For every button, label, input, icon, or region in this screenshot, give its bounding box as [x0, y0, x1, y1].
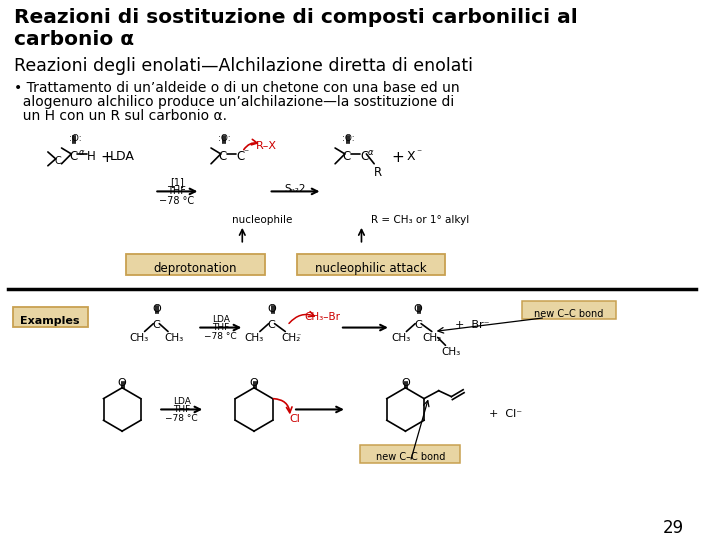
- Text: new C–C bond: new C–C bond: [534, 309, 603, 319]
- FancyBboxPatch shape: [126, 254, 265, 275]
- Text: ⁻: ⁻: [417, 148, 422, 158]
- Text: un H con un R sul carbonio α.: un H con un R sul carbonio α.: [14, 109, 227, 123]
- Text: Reazioni di sostituzione di composti carbonilici al: Reazioni di sostituzione di composti car…: [14, 8, 577, 27]
- Text: −78 °C: −78 °C: [159, 197, 194, 206]
- Text: CH₃: CH₃: [391, 334, 410, 343]
- Text: α: α: [78, 148, 84, 157]
- Text: C: C: [153, 320, 160, 329]
- Text: CH₃: CH₃: [244, 334, 264, 343]
- Text: • Trattamento di un’aldeide o di un chetone con una base ed un: • Trattamento di un’aldeide o di un chet…: [14, 81, 459, 95]
- Text: Sₙ₂2: Sₙ₂2: [284, 184, 306, 193]
- Text: THF: THF: [212, 322, 230, 332]
- Text: 29: 29: [662, 519, 684, 537]
- Text: deprotonation: deprotonation: [153, 262, 237, 275]
- Text: C: C: [360, 150, 369, 163]
- Text: nucleophile: nucleophile: [232, 215, 292, 225]
- Text: +  Cl⁻: + Cl⁻: [488, 409, 522, 420]
- Text: C: C: [54, 156, 61, 166]
- Text: +: +: [100, 150, 113, 165]
- Text: Reazioni degli enolati—Alchilazione diretta di enolati: Reazioni degli enolati—Alchilazione dire…: [14, 57, 472, 75]
- Text: R–X: R–X: [256, 141, 277, 151]
- Text: ⁻: ⁻: [297, 332, 301, 341]
- Text: carbonio α: carbonio α: [14, 30, 134, 49]
- Text: C: C: [268, 320, 276, 329]
- FancyBboxPatch shape: [361, 445, 460, 463]
- FancyBboxPatch shape: [13, 307, 88, 327]
- Text: LDA: LDA: [173, 396, 191, 406]
- Text: H: H: [86, 150, 95, 163]
- Text: −78 °C: −78 °C: [204, 333, 237, 341]
- Text: ⁻: ⁻: [243, 148, 248, 158]
- Text: new C–C bond: new C–C bond: [376, 452, 445, 462]
- Text: THF: THF: [173, 404, 190, 414]
- Text: O: O: [267, 304, 276, 314]
- Text: C: C: [69, 150, 77, 163]
- Text: LDA: LDA: [212, 315, 230, 324]
- Text: C: C: [236, 150, 245, 163]
- Text: O: O: [118, 378, 127, 388]
- Text: CH₃–Br: CH₃–Br: [305, 312, 341, 322]
- Text: R: R: [374, 166, 382, 179]
- Text: C: C: [343, 150, 351, 163]
- Text: Examples: Examples: [20, 316, 80, 326]
- Text: :O:: :O:: [343, 134, 355, 143]
- Text: [1]: [1]: [170, 178, 184, 187]
- Text: −78 °C: −78 °C: [166, 414, 198, 423]
- Text: O: O: [152, 304, 161, 314]
- Text: CH₃: CH₃: [129, 334, 148, 343]
- Text: +: +: [391, 150, 404, 165]
- Text: LDA: LDA: [109, 150, 135, 163]
- Text: α: α: [367, 148, 373, 157]
- Text: THF: THF: [167, 186, 186, 197]
- Text: CH₂: CH₂: [282, 334, 301, 343]
- Text: :O:: :O:: [69, 134, 81, 143]
- Text: +  Br⁻: + Br⁻: [454, 320, 489, 329]
- Text: CH₃: CH₃: [442, 347, 461, 357]
- Text: :O:: :O:: [218, 134, 231, 143]
- Text: CH₂: CH₂: [422, 334, 441, 343]
- FancyBboxPatch shape: [522, 301, 616, 319]
- Text: C: C: [219, 150, 227, 163]
- Text: alogenuro alchilico produce un’alchilazione—la sostituzione di: alogenuro alchilico produce un’alchilazi…: [14, 94, 454, 109]
- Text: Cl: Cl: [289, 414, 300, 424]
- FancyBboxPatch shape: [297, 254, 446, 275]
- Text: X: X: [407, 150, 415, 163]
- Text: R = CH₃ or 1° alkyl: R = CH₃ or 1° alkyl: [371, 215, 469, 225]
- Text: O: O: [401, 378, 410, 388]
- Text: CH₃: CH₃: [164, 334, 184, 343]
- Text: C: C: [414, 320, 422, 329]
- Text: nucleophilic attack: nucleophilic attack: [315, 262, 427, 275]
- Text: O: O: [414, 304, 423, 314]
- Text: O: O: [250, 378, 258, 388]
